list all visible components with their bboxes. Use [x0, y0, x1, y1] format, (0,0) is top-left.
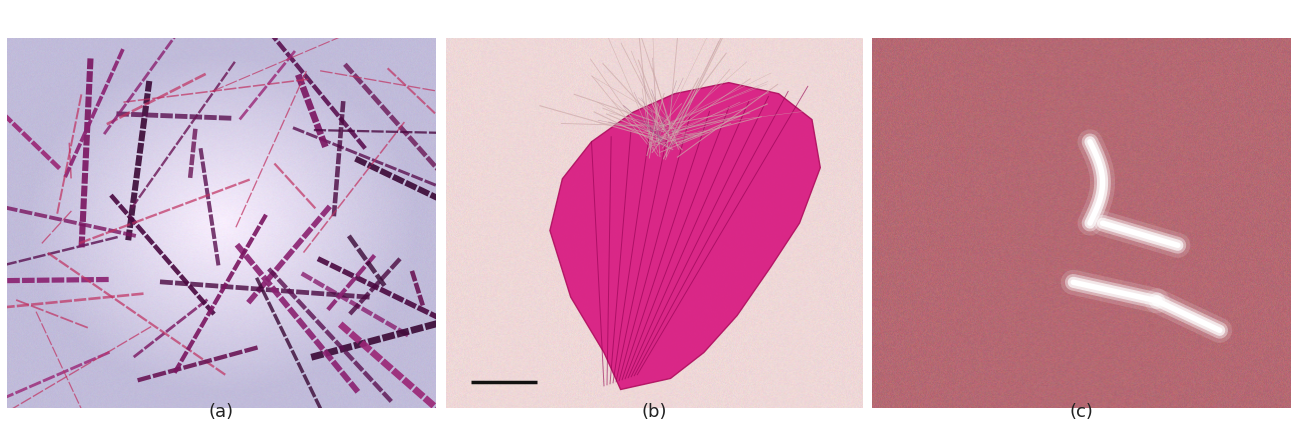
Polygon shape — [550, 82, 820, 389]
Text: (b): (b) — [641, 403, 667, 421]
Text: (c): (c) — [1070, 403, 1093, 421]
Text: (a): (a) — [208, 403, 234, 421]
